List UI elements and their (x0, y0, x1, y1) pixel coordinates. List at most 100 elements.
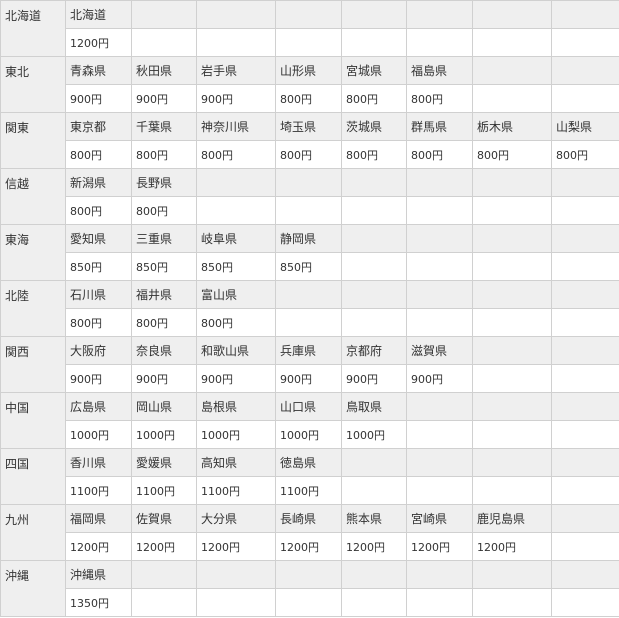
price-cell: 1100円 (131, 476, 197, 505)
region-cell: 東北 (0, 56, 66, 113)
prefecture-cell: 宮崎県 (406, 504, 473, 533)
price-row: 900円 900円 900円 800円 800円 800円 (1, 84, 619, 113)
price-row: 850円 850円 850円 850円 (1, 252, 619, 281)
prefecture-row: 関東 東京都 千葉県 神奈川県 埼玉県 茨城県 群馬県 栃木県 山梨県 (0, 112, 619, 169)
prefecture-cell: 愛知県 (65, 224, 132, 253)
price-cell: 900円 (196, 364, 276, 393)
price-cell: 900円 (131, 364, 197, 393)
prefecture-cell: 秋田県 (131, 56, 197, 85)
price-cell: 900円 (131, 84, 197, 113)
region-cell: 沖縄 (0, 560, 66, 617)
price-cell (341, 476, 407, 505)
prefecture-cell (341, 560, 407, 589)
price-cell: 1100円 (65, 476, 132, 505)
prefecture-cell: 鹿児島県 (472, 504, 552, 533)
price-cell (196, 196, 276, 225)
price-cell (472, 84, 552, 113)
price-cell (472, 28, 552, 57)
price-cell (551, 476, 619, 505)
prefecture-cell (131, 0, 197, 29)
price-cell (341, 308, 407, 337)
price-cell: 800円 (131, 140, 197, 169)
price-cell (131, 28, 197, 57)
price-cell (551, 196, 619, 225)
prefecture-cell (472, 224, 552, 253)
price-cell: 1000円 (275, 420, 342, 449)
prefecture-cell (551, 448, 619, 477)
price-cell (341, 588, 407, 617)
prefecture-cell: 京都府 (341, 336, 407, 365)
prefecture-row: 四国 香川県 愛媛県 高知県 徳島県 (0, 448, 619, 505)
prefecture-cell: 滋賀県 (406, 336, 473, 365)
prefecture-cell: 岐阜県 (196, 224, 276, 253)
price-cell (472, 364, 552, 393)
prefecture-cell: 青森県 (65, 56, 132, 85)
prefecture-cell (406, 0, 473, 29)
price-cell: 1000円 (196, 420, 276, 449)
price-cell (551, 308, 619, 337)
price-cell: 800円 (131, 196, 197, 225)
price-cell (551, 588, 619, 617)
prefecture-row: 沖縄 沖縄県 (0, 560, 619, 617)
price-cell: 1100円 (275, 476, 342, 505)
price-cell: 800円 (341, 140, 407, 169)
prefecture-cell (196, 168, 276, 197)
prefecture-cell: 徳島県 (275, 448, 342, 477)
price-cell (551, 252, 619, 281)
prefecture-cell (472, 56, 552, 85)
price-cell: 900円 (275, 364, 342, 393)
price-cell: 850円 (131, 252, 197, 281)
prefecture-row: 東海 愛知県 三重県 岐阜県 静岡県 (0, 224, 619, 281)
price-cell: 800円 (275, 84, 342, 113)
prefecture-cell: 沖縄県 (65, 560, 132, 589)
price-cell: 900円 (65, 364, 132, 393)
prefecture-cell (275, 0, 342, 29)
prefecture-cell: 高知県 (196, 448, 276, 477)
region-cell: 関東 (0, 112, 66, 169)
price-cell: 800円 (65, 140, 132, 169)
region-cell: 中国 (0, 392, 66, 449)
prefecture-cell: 大分県 (196, 504, 276, 533)
price-cell (472, 196, 552, 225)
prefecture-cell (472, 280, 552, 309)
prefecture-row: 北陸 石川県 福井県 富山県 (0, 280, 619, 337)
prefecture-cell: 愛媛県 (131, 448, 197, 477)
price-cell: 1200円 (472, 532, 552, 561)
price-row: 1100円 1100円 1100円 1100円 (1, 476, 619, 505)
price-cell (406, 252, 473, 281)
prefecture-row: 北海道 北海道 (0, 0, 619, 57)
price-cell (406, 588, 473, 617)
prefecture-cell (551, 224, 619, 253)
prefecture-cell (341, 224, 407, 253)
price-cell: 1200円 (275, 532, 342, 561)
region-cell: 東海 (0, 224, 66, 281)
prefecture-cell: 石川県 (65, 280, 132, 309)
prefecture-cell: 新潟県 (65, 168, 132, 197)
region-cell: 北海道 (0, 0, 66, 57)
price-cell: 800円 (196, 140, 276, 169)
region-cell: 信越 (0, 168, 66, 225)
prefecture-cell (406, 560, 473, 589)
price-cell: 850円 (196, 252, 276, 281)
prefecture-cell: 広島県 (65, 392, 132, 421)
price-cell: 1200円 (196, 532, 276, 561)
prefecture-cell: 佐賀県 (131, 504, 197, 533)
price-row: 1350円 (1, 588, 619, 617)
prefecture-cell (551, 0, 619, 29)
price-row: 800円 800円 (1, 196, 619, 225)
price-cell (551, 364, 619, 393)
price-cell: 1200円 (65, 532, 132, 561)
prefecture-cell (406, 448, 473, 477)
prefecture-cell (406, 280, 473, 309)
price-cell (341, 252, 407, 281)
prefecture-cell (551, 504, 619, 533)
price-cell: 900円 (406, 364, 473, 393)
prefecture-cell (275, 560, 342, 589)
prefecture-cell (472, 392, 552, 421)
price-cell: 800円 (196, 308, 276, 337)
prefecture-cell (275, 168, 342, 197)
prefecture-cell (551, 560, 619, 589)
prefecture-cell: 埼玉県 (275, 112, 342, 141)
prefecture-cell: 栃木県 (472, 112, 552, 141)
price-cell: 800円 (406, 140, 473, 169)
